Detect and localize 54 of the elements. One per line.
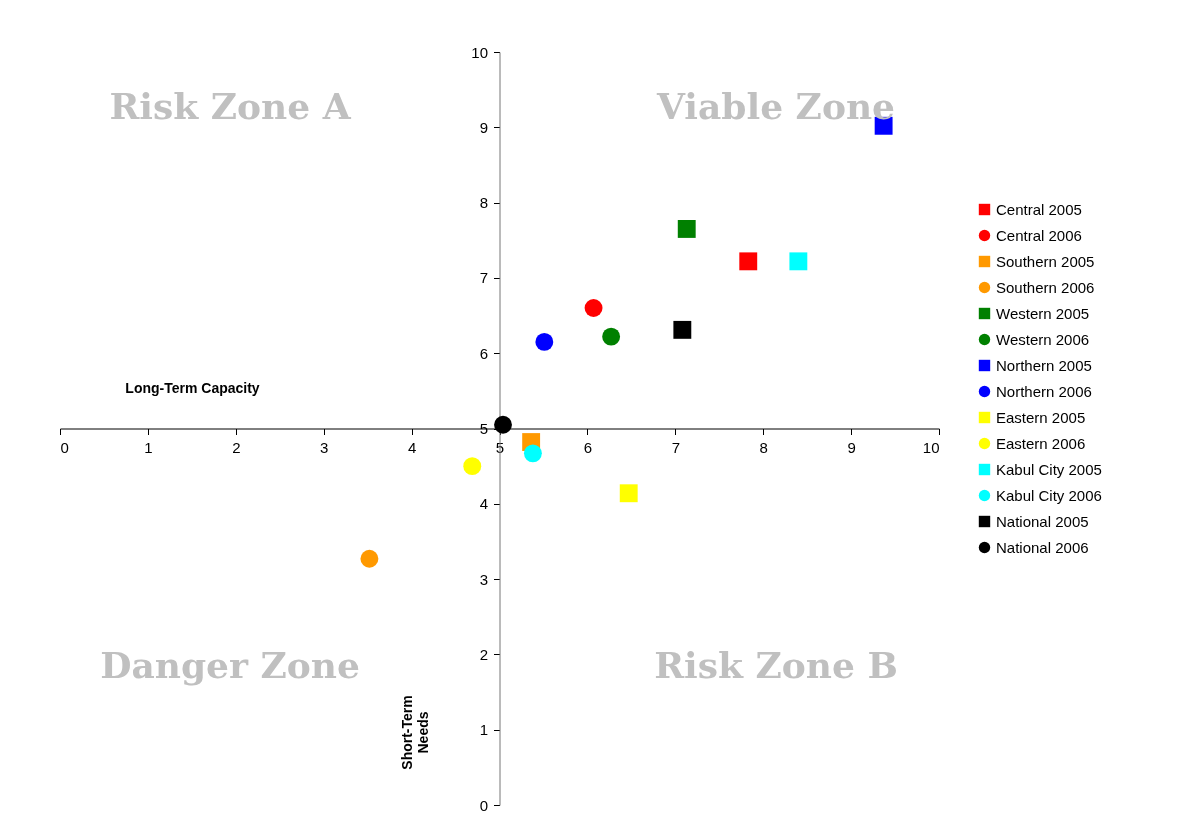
legend-label: Western 2006 <box>996 330 1090 348</box>
point <box>602 327 621 346</box>
x-tick-label: 5 <box>495 439 505 456</box>
x-tick-label: 6 <box>583 439 593 456</box>
legend-label: National 2005 <box>996 512 1089 530</box>
legend-label: Central 2006 <box>996 226 1082 244</box>
x-tick-label: 8 <box>759 439 768 456</box>
x-axis-title: Long-Term Capacity <box>125 380 260 396</box>
y-tick-label: 0 <box>479 796 488 814</box>
legend-label: Southern 2006 <box>996 278 1095 296</box>
annotation: Danger Zone <box>100 644 360 686</box>
point <box>360 549 379 568</box>
point <box>463 457 482 476</box>
y-tick-label: 7 <box>479 269 488 287</box>
y-axis-title: Short-Term Needs <box>399 695 431 770</box>
y-tick-label: 2 <box>479 645 488 663</box>
x-tick-label: 7 <box>671 439 680 456</box>
point <box>739 252 758 271</box>
legend-label: Eastern 2005 <box>996 408 1086 426</box>
y-tick-label: 1 <box>479 721 488 739</box>
x-tick-label: 9 <box>847 439 856 456</box>
y-tick-label: 3 <box>479 570 488 588</box>
legend-label: Kabul City 2005 <box>996 460 1102 478</box>
y-tick-label: 10 <box>471 43 488 61</box>
point <box>535 332 554 351</box>
point <box>677 220 696 238</box>
y-tick-label: 4 <box>479 495 488 513</box>
annotation: Risk Zone B <box>654 644 898 686</box>
point <box>494 415 512 434</box>
point <box>673 320 692 339</box>
point <box>619 484 638 503</box>
point <box>523 444 542 463</box>
point <box>789 252 808 271</box>
y-tick-label: 8 <box>479 194 488 212</box>
x-tick-label: 10 <box>922 439 940 456</box>
legend-label: Eastern 2006 <box>996 434 1086 452</box>
point <box>584 299 603 317</box>
legend-label: Northern 2005 <box>996 356 1092 374</box>
legend-label: Western 2005 <box>996 304 1090 322</box>
x-tick-label: 2 <box>232 439 241 456</box>
annotation: Risk Zone A <box>109 85 352 127</box>
x-tick-label: 3 <box>320 439 329 456</box>
annotation: Viable Zone <box>656 85 895 127</box>
legend-label: Kabul City 2006 <box>996 486 1102 504</box>
x-tick-label: 0 <box>60 439 69 456</box>
legend-label: Northern 2006 <box>996 382 1092 400</box>
y-tick-label: 5 <box>479 420 488 437</box>
legend-label: National 2006 <box>996 538 1089 556</box>
legend-label: Central 2005 <box>996 200 1082 218</box>
legend-label: Southern 2005 <box>996 252 1095 270</box>
y-tick-label: 9 <box>479 118 488 136</box>
x-tick-label: 4 <box>407 439 417 456</box>
x-tick-label: 1 <box>144 439 153 456</box>
y-tick-label: 6 <box>479 344 488 362</box>
